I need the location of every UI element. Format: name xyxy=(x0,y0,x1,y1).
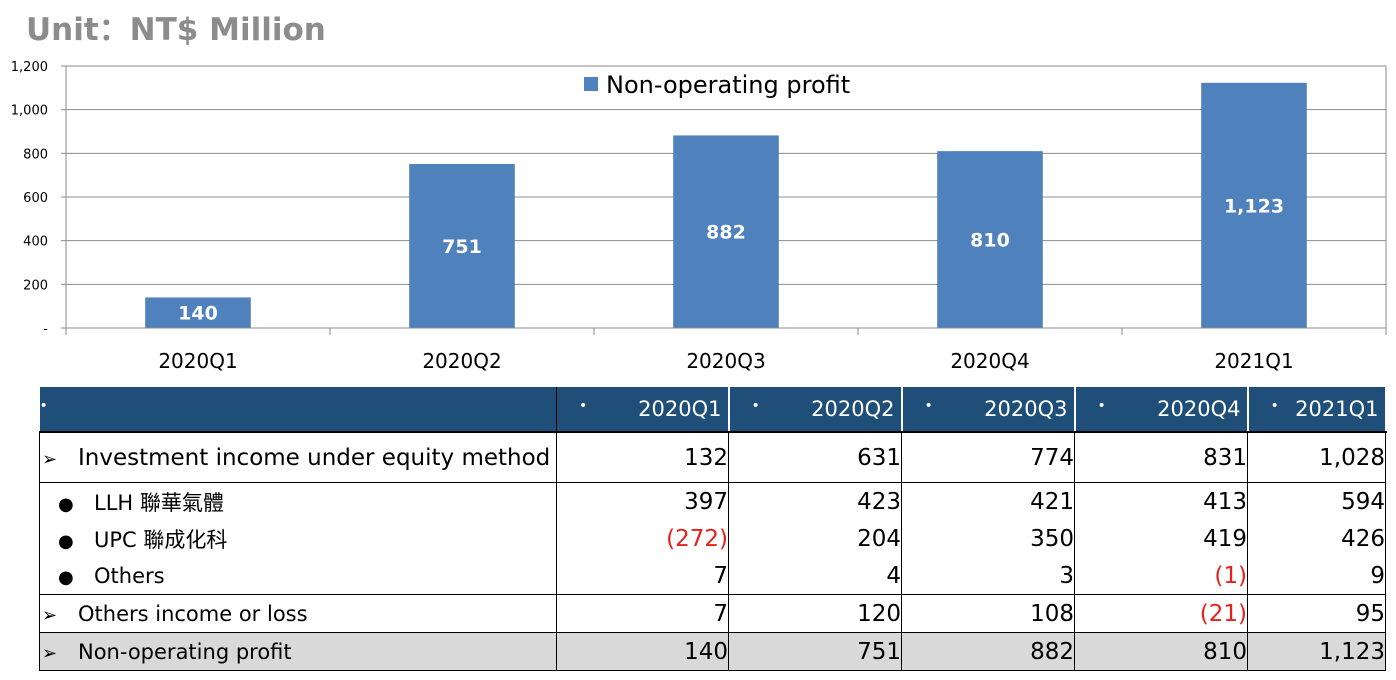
bar-2020Q1 xyxy=(145,297,251,328)
chart-data-labels: 140 751 882 810 1,123 xyxy=(178,195,1284,324)
x-tick-label: 2020Q2 xyxy=(422,349,501,373)
chart-legend: Non-operating profit xyxy=(584,71,850,99)
non-operating-profit-table: • • 2020Q1 • 2020Q2 • 2020Q3 • 2020Q4 • 2021Q… xyxy=(39,387,1387,671)
row-label: Others income or loss xyxy=(78,601,308,626)
row-label: Investment income under equity method xyxy=(78,444,551,471)
bullet-icon: ● xyxy=(58,530,74,552)
value-cell: 631 xyxy=(728,432,902,483)
value-cell: 810 xyxy=(1074,632,1248,671)
table-header-col-3: • 2020Q3 xyxy=(901,387,1076,433)
arrow-bullet-icon: ➢ xyxy=(42,448,58,470)
table-row: ● Others 7 4 3 (1) 9 xyxy=(39,557,1386,595)
value-cell: 9 xyxy=(1247,557,1386,595)
bar-2020Q3 xyxy=(673,135,779,328)
row-label-cell: ➢ Others income or loss xyxy=(39,594,557,633)
bar-2021Q1 xyxy=(1201,82,1307,328)
table-header-col-4: • 2020Q4 xyxy=(1074,387,1249,433)
table-row: ➢ Others income or loss 7 120 108 (21) 95 xyxy=(39,594,1386,633)
value-cell: 426 xyxy=(1247,520,1386,557)
value-cell: 882 xyxy=(901,632,1075,671)
y-tick-label: 1,000 xyxy=(11,104,48,119)
y-tick-label: 200 xyxy=(23,278,48,293)
value-cell: 413 xyxy=(1074,482,1248,520)
y-tick-label: 800 xyxy=(23,147,48,162)
value-cell: 108 xyxy=(901,594,1075,633)
y-tick-label: 600 xyxy=(23,191,48,206)
value-cell: (21) xyxy=(1074,594,1248,633)
arrow-bullet-icon: ➢ xyxy=(42,642,58,664)
data-label: 882 xyxy=(706,222,746,244)
row-label-cell: ● Others xyxy=(39,557,557,595)
value-cell: 1,028 xyxy=(1247,432,1386,483)
bar-2020Q4 xyxy=(937,151,1043,328)
value-cell: 120 xyxy=(728,594,902,633)
value-cell: 132 xyxy=(556,432,729,483)
value-cell: 1,123 xyxy=(1247,632,1386,671)
arrow-bullet-icon: ➢ xyxy=(42,604,58,626)
table-header-col-2: • 2020Q2 xyxy=(728,387,903,433)
value-cell: 397 xyxy=(556,482,729,520)
x-tick-label: 2021Q1 xyxy=(1214,349,1293,373)
data-label: 810 xyxy=(970,230,1010,252)
x-axis: 2020Q1 2020Q2 2020Q3 2020Q4 2021Q1 xyxy=(65,327,1387,373)
unit-label: Unit：NT$ Million xyxy=(26,12,326,48)
value-cell: 204 xyxy=(728,520,902,557)
value-cell: 3 xyxy=(901,557,1075,595)
y-tick-label: - xyxy=(43,322,48,337)
row-label: UPC 聯成化科 xyxy=(94,527,228,552)
row-label-cell: ● UPC 聯成化科 xyxy=(39,520,557,557)
value-cell: 419 xyxy=(1074,520,1248,557)
table-row: ● UPC 聯成化科 (272) 204 350 419 426 xyxy=(39,520,1386,557)
value-cell: (1) xyxy=(1074,557,1248,595)
value-cell: (272) xyxy=(556,520,729,557)
bullet-icon: ● xyxy=(58,566,74,588)
table-header-row: • • 2020Q1 • 2020Q2 • 2020Q3 • 2020Q4 • 2021Q… xyxy=(39,387,1387,433)
legend-label: Non-operating profit xyxy=(606,71,850,99)
row-label: Non-operating profit xyxy=(78,639,292,664)
table-header-corner: • xyxy=(39,387,557,433)
data-label: 140 xyxy=(178,303,218,325)
y-axis-ticks: - 200 400 600 800 1,000 1,200 xyxy=(11,60,49,337)
bar-2020Q2 xyxy=(409,164,515,328)
value-cell: 7 xyxy=(556,594,729,633)
value-cell: 751 xyxy=(728,632,902,671)
table-row: ➢ Investment income under equity method 13… xyxy=(39,432,1386,483)
table-row: ➢ Non-operating profit 140 751 882 810 1,123 xyxy=(39,632,1386,671)
row-label: LLH 聯華氣體 xyxy=(94,490,224,515)
x-tick-label: 2020Q3 xyxy=(686,349,765,373)
value-cell: 95 xyxy=(1247,594,1386,633)
value-cell: 831 xyxy=(1074,432,1248,483)
value-cell: 774 xyxy=(901,432,1075,483)
data-label: 1,123 xyxy=(1224,195,1284,217)
value-cell: 7 xyxy=(556,557,729,595)
table-row: ● LLH 聯華氣體 397 423 421 413 594 xyxy=(39,482,1386,520)
value-cell: 594 xyxy=(1247,482,1386,520)
x-tick-label: 2020Q1 xyxy=(158,349,237,373)
row-label-cell: ● LLH 聯華氣體 xyxy=(39,482,557,520)
value-cell: 423 xyxy=(728,482,902,520)
y-tick-label: 1,200 xyxy=(11,60,48,75)
value-cell: 421 xyxy=(901,482,1075,520)
y-tick-label: 400 xyxy=(23,235,48,250)
table-header-col-5: • 2021Q1 xyxy=(1247,387,1387,433)
row-label-cell: ➢ Non-operating profit xyxy=(39,632,557,671)
legend-swatch xyxy=(584,77,598,91)
row-label-cell: ➢ Investment income under equity method xyxy=(39,432,557,483)
chart-bars xyxy=(145,82,1307,328)
table-header-col-1: • 2020Q1 xyxy=(556,387,730,433)
bullet-icon: ● xyxy=(58,493,74,515)
value-cell: 140 xyxy=(556,632,729,671)
value-cell: 350 xyxy=(901,520,1075,557)
row-label: Others xyxy=(94,563,165,588)
non-operating-profit-chart: - 200 400 600 800 1,000 1,200 140 751 882 810 1,12… xyxy=(11,60,1387,373)
value-cell: 4 xyxy=(728,557,902,595)
x-tick-label: 2020Q4 xyxy=(950,349,1029,373)
data-label: 751 xyxy=(442,236,482,258)
